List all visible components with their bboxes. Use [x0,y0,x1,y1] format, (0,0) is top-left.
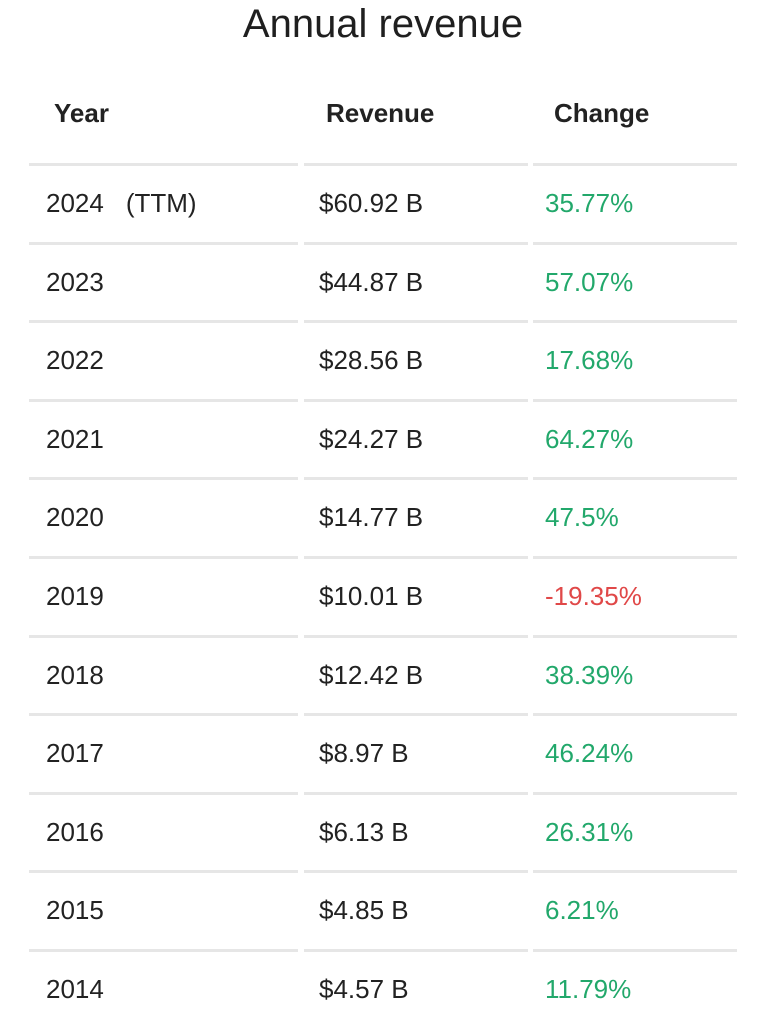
row-divider [304,870,528,874]
page-title: Annual revenue [242,2,524,46]
table-row: 2019 $10.01 B -19.35% [29,555,737,635]
column-header-year: Year [54,98,109,128]
row-divider [304,791,528,795]
column-header-revenue: Revenue [326,98,435,128]
row-divider [29,791,298,795]
year-cell: 2020 [46,502,104,533]
row-divider [304,713,528,717]
row-divider [304,555,528,559]
year-cell: 2014 [46,973,104,1004]
change-cell: 57.07% [545,266,634,297]
row-divider [29,948,298,952]
row-divider [533,555,737,559]
row-divider [29,320,298,324]
row-divider [29,477,298,481]
table-row: 2024 (TTM) $60.92 B 35.77% [29,163,737,242]
row-divider [533,163,737,166]
row-divider [304,398,528,402]
revenue-cell: $44.87 B [319,266,424,297]
row-divider [29,870,298,874]
year-cell: 2017 [46,738,104,769]
table-row: 2018 $12.42 B 38.39% [29,634,737,714]
row-divider [533,477,737,481]
change-cell: 17.68% [545,345,634,376]
revenue-cell: $4.85 B [319,895,409,926]
year-cell: 2021 [46,423,104,454]
year-cell: 2016 [46,816,104,847]
year-cell: 2022 [46,345,104,376]
revenue-cell: $60.92 B [319,188,424,218]
change-cell: -19.35% [545,580,642,611]
row-divider [29,163,298,166]
change-cell: 6.21% [545,895,619,926]
row-divider [533,320,737,324]
change-cell: 64.27% [545,423,634,454]
ttm-note: (TTM) [125,188,197,218]
change-cell: 35.77% [545,188,634,218]
row-divider [29,634,298,638]
year-cell: 2019 [46,580,104,611]
row-divider [29,241,298,245]
year-cell: 2023 [46,266,104,297]
revenue-cell: $8.97 B [319,738,409,769]
row-divider [304,163,528,166]
column-header-change: Change [554,98,650,128]
revenue-table: Year Revenue Change 2024 (TTM) $60.92 B 3… [29,80,737,1028]
row-divider [533,870,737,874]
table-row: 2015 $4.85 B 6.21% [29,870,737,949]
row-divider [304,634,528,638]
revenue-cell: $14.77 B [319,502,424,533]
revenue-cell: $6.13 B [319,816,409,847]
year-cell: 2015 [46,895,104,926]
row-divider [29,713,298,717]
table-row: 2017 $8.97 B 46.24% [29,713,737,792]
change-cell: 47.5% [545,502,619,533]
row-divider [533,634,737,638]
table-row: 2014 $4.57 B 11.79% [29,948,737,1028]
table-row: 2016 $6.13 B 26.31% [29,791,737,871]
row-divider [29,398,298,402]
row-divider [533,791,737,795]
revenue-cell: $4.57 B [319,973,409,1004]
row-divider [533,713,737,717]
revenue-cell: $10.01 B [319,580,424,611]
change-cell: 11.79% [545,973,632,1004]
row-divider [533,241,737,245]
revenue-cell: $28.56 B [319,345,424,376]
revenue-cell: $12.42 B [319,659,424,690]
row-divider [304,241,528,245]
table-header: Year Revenue Change [29,80,737,163]
row-divider [533,948,737,952]
change-cell: 38.39% [545,659,634,690]
year-cell: 2024 (TTM) [46,166,197,241]
revenue-cell: $24.27 B [319,423,424,454]
table-row: 2021 $24.27 B 64.27% [29,398,737,478]
table-row: 2023 $44.87 B 57.07% [29,241,737,321]
change-cell: 26.31% [545,816,634,847]
row-divider [304,948,528,952]
row-divider [533,398,737,402]
table-row: 2020 $14.77 B 47.5% [29,477,737,556]
table-row: 2022 $28.56 B 17.68% [29,320,737,399]
year-cell: 2018 [46,659,104,690]
row-divider [29,555,298,559]
change-cell: 46.24% [545,738,634,769]
row-divider [304,477,528,481]
row-divider [304,320,528,324]
year-value: 2024 [46,188,104,218]
